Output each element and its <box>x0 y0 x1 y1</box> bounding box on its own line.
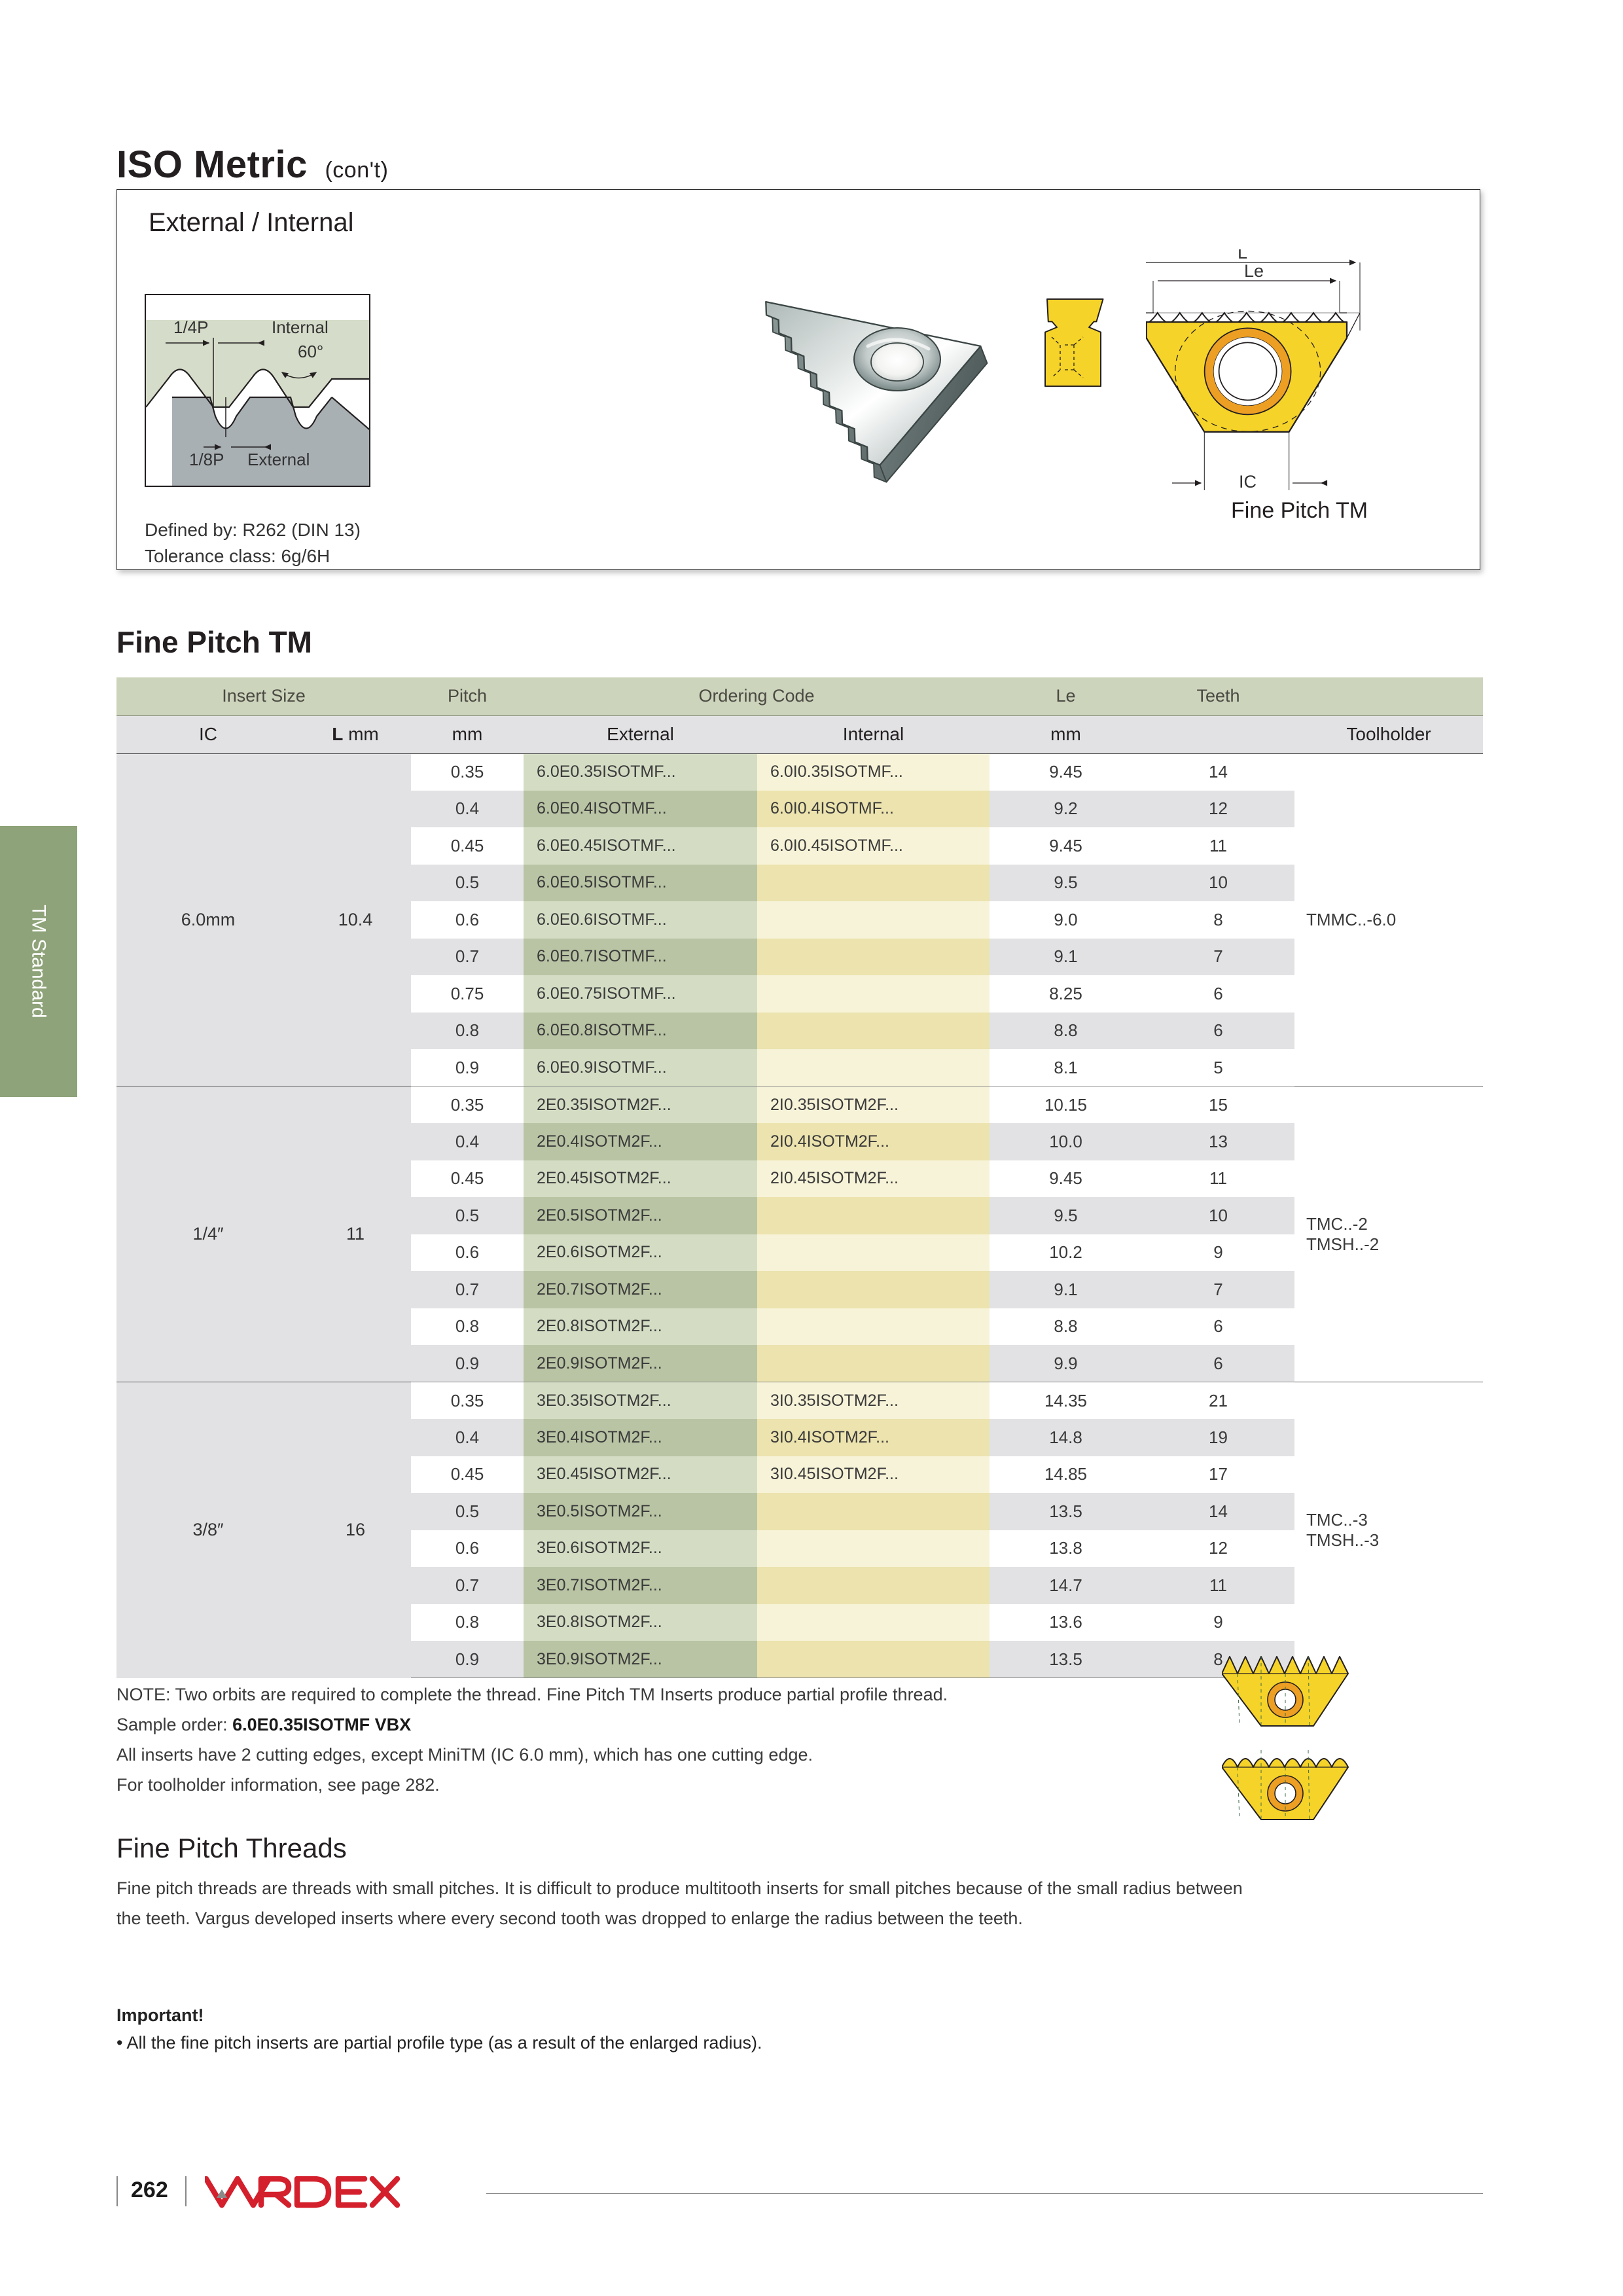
svg-text:Internal: Internal <box>272 317 329 337</box>
svg-text:Fine Pitch TM: Fine Pitch TM <box>1231 498 1368 523</box>
svg-text:External: External <box>247 450 310 469</box>
svg-text:IC: IC <box>1239 472 1257 492</box>
svg-text:60°: 60° <box>298 342 323 361</box>
svg-text:1/8P: 1/8P <box>189 450 224 469</box>
svg-text:Le: Le <box>1244 261 1264 281</box>
svg-text:1/4P: 1/4P <box>173 317 209 337</box>
svg-text:L: L <box>1238 249 1247 262</box>
